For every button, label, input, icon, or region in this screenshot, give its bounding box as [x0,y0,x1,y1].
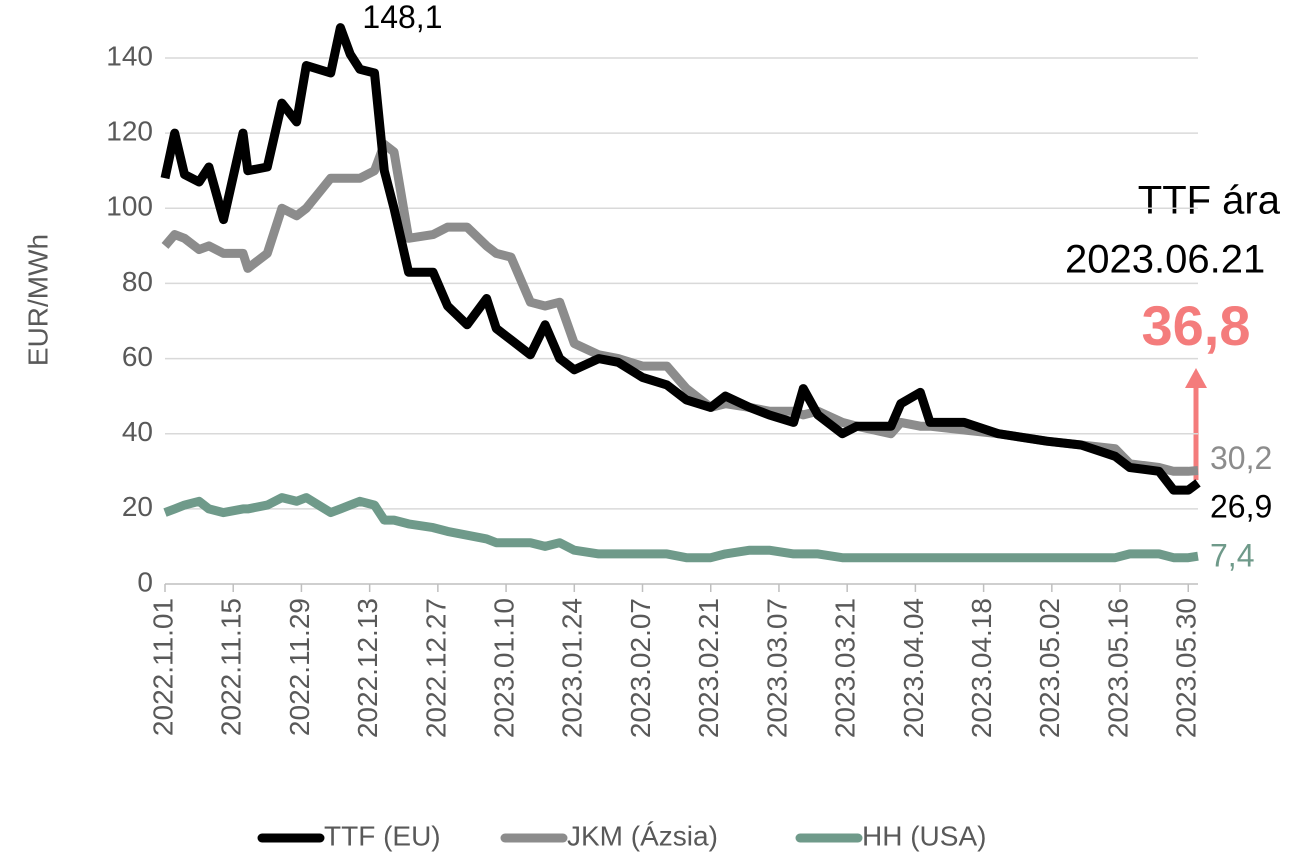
x-tick-label: 2023.01.24 [557,598,588,738]
y-tick-label: 120 [106,116,153,147]
x-tick-label: 2022.12.27 [420,598,451,738]
y-tick-label: 140 [106,40,153,71]
callout-value: 36,8 [1142,294,1251,357]
arrow-head [1185,368,1207,388]
value-label: 30,2 [1210,440,1272,476]
x-tick-label: 2023.02.21 [693,598,724,738]
callout-line1: TTF ára [1138,179,1281,223]
y-axis-label: EUR/MWh [22,234,53,366]
y-tick-label: 80 [122,266,153,297]
y-tick-label: 60 [122,341,153,372]
legend-label: HH (USA) [862,820,986,851]
x-tick-label: 2023.01.10 [488,598,519,738]
x-tick-label: 2022.12.13 [352,598,383,738]
series-line [160,23,1201,495]
x-tick-label: 2022.11.15 [216,598,247,736]
value-label: 26,9 [1210,488,1272,524]
x-tick-label: 2023.03.07 [761,598,792,738]
callout-line2: 2023.06.21 [1065,238,1265,282]
x-tick-label: 2023.05.16 [1102,598,1133,738]
legend-label: JKM (Ázsia) [567,820,718,851]
callout-arrow [1185,368,1207,480]
x-tick-label: 2022.11.01 [147,598,178,736]
value-label: 148,1 [362,0,442,35]
y-tick-label: 20 [122,491,153,522]
x-tick-label: 2023.04.18 [966,598,997,738]
series-line [163,493,1199,563]
x-tick-label: 2023.03.21 [830,598,861,738]
x-tick-label: 2023.05.30 [1171,598,1202,738]
y-tick-label: 0 [137,566,153,597]
x-tick-label: 2022.11.29 [284,598,315,736]
y-tick-label: 40 [122,416,153,447]
value-label: 7,4 [1210,538,1254,574]
y-tick-label: 100 [106,191,153,222]
series-line [161,139,1199,476]
legend-label: TTF (EU) [324,820,441,851]
x-tick-label: 2023.05.02 [1034,598,1065,738]
x-tick-label: 2023.02.07 [625,598,656,738]
x-tick-label: 2023.04.04 [898,598,929,738]
